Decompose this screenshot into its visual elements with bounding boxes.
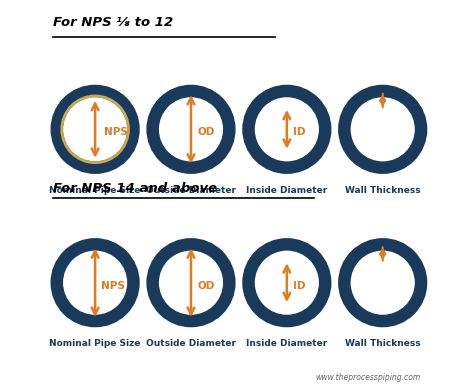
Text: Nominal Pipe Size: Nominal Pipe Size (49, 186, 141, 195)
Text: Wall Thickness: Wall Thickness (345, 340, 420, 349)
Text: ID: ID (293, 127, 305, 137)
Text: NPS: NPS (101, 281, 125, 291)
Text: Outside Diameter: Outside Diameter (146, 340, 236, 349)
Text: Inside Diameter: Inside Diameter (246, 340, 328, 349)
Text: Outside Diameter: Outside Diameter (146, 186, 236, 195)
Text: For NPS ⅛ to 12: For NPS ⅛ to 12 (53, 16, 173, 29)
Text: Nominal Pipe Size: Nominal Pipe Size (49, 340, 141, 349)
Text: ID: ID (293, 281, 305, 291)
Text: Inside Diameter: Inside Diameter (246, 186, 328, 195)
Text: NPS: NPS (103, 127, 128, 137)
Text: Wall Thickness: Wall Thickness (345, 186, 420, 195)
Text: OD: OD (197, 281, 215, 291)
Text: www.theprocesspiping.com: www.theprocesspiping.com (316, 373, 421, 382)
Text: For NPS 14 and above: For NPS 14 and above (53, 182, 217, 194)
Text: OD: OD (197, 127, 215, 137)
